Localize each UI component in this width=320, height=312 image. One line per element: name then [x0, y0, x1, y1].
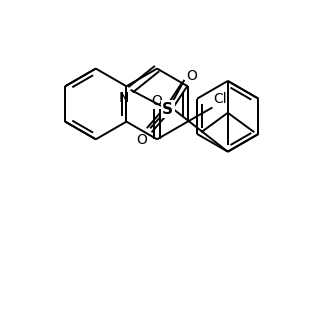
- Text: Cl: Cl: [213, 92, 227, 106]
- Text: N: N: [118, 91, 129, 105]
- Text: O: O: [152, 94, 163, 108]
- Text: O: O: [186, 69, 197, 83]
- Text: S: S: [162, 102, 173, 117]
- Text: O: O: [136, 133, 147, 147]
